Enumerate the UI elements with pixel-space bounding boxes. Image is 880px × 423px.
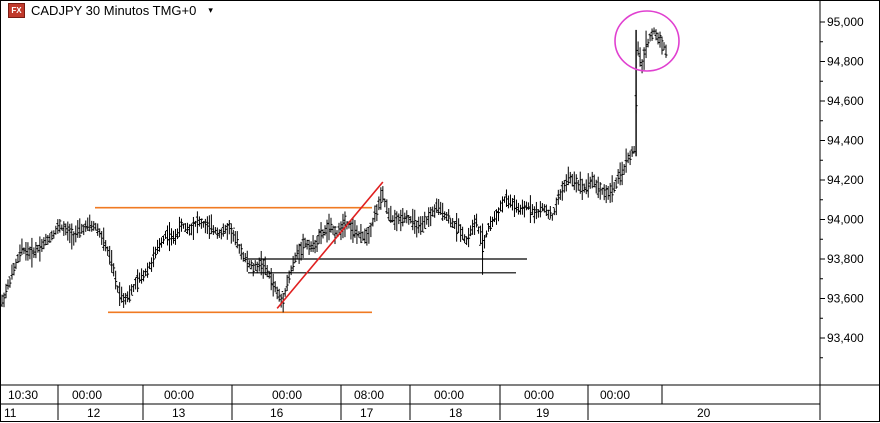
x-time-label: 08:00 bbox=[354, 388, 384, 402]
x-day-label: 12 bbox=[87, 406, 101, 420]
x-time-label: 00:00 bbox=[524, 388, 554, 402]
y-tick-label: 93,800 bbox=[827, 252, 864, 266]
x-day-label: 16 bbox=[270, 406, 284, 420]
y-tick-label: 94,000 bbox=[827, 213, 864, 227]
chart-title-bar: FX CADJPY 30 Minutos TMG+0 ▾ bbox=[8, 3, 213, 18]
highlight-circle bbox=[614, 10, 680, 72]
x-time-label: 10:30 bbox=[8, 388, 38, 402]
x-day-label: 19 bbox=[536, 406, 550, 420]
y-tick-label: 93,400 bbox=[827, 331, 864, 345]
y-tick-label: 95,000 bbox=[827, 15, 864, 29]
y-tick-label: 94,800 bbox=[827, 55, 864, 69]
y-tick-label: 94,600 bbox=[827, 94, 864, 108]
x-time-label: 00:00 bbox=[272, 388, 302, 402]
y-tick-label: 93,600 bbox=[827, 292, 864, 306]
chevron-down-icon[interactable]: ▾ bbox=[208, 5, 213, 15]
x-day-label: 13 bbox=[172, 406, 186, 420]
x-day-label: 18 bbox=[449, 406, 463, 420]
fx-icon: FX bbox=[8, 3, 25, 18]
x-day-label: 17 bbox=[360, 406, 374, 420]
x-day-label: 20 bbox=[697, 406, 711, 420]
x-time-label: 00:00 bbox=[164, 388, 194, 402]
chart-title: CADJPY 30 Minutos TMG+0 bbox=[31, 3, 197, 18]
x-time-label: 00:00 bbox=[600, 388, 630, 402]
y-tick-label: 94,400 bbox=[827, 134, 864, 148]
x-day-label: 11 bbox=[4, 406, 17, 420]
trend-line bbox=[276, 181, 384, 309]
x-time-label: 00:00 bbox=[434, 388, 464, 402]
y-tick-label: 94,200 bbox=[827, 173, 864, 187]
x-time-label: 00:00 bbox=[72, 388, 102, 402]
